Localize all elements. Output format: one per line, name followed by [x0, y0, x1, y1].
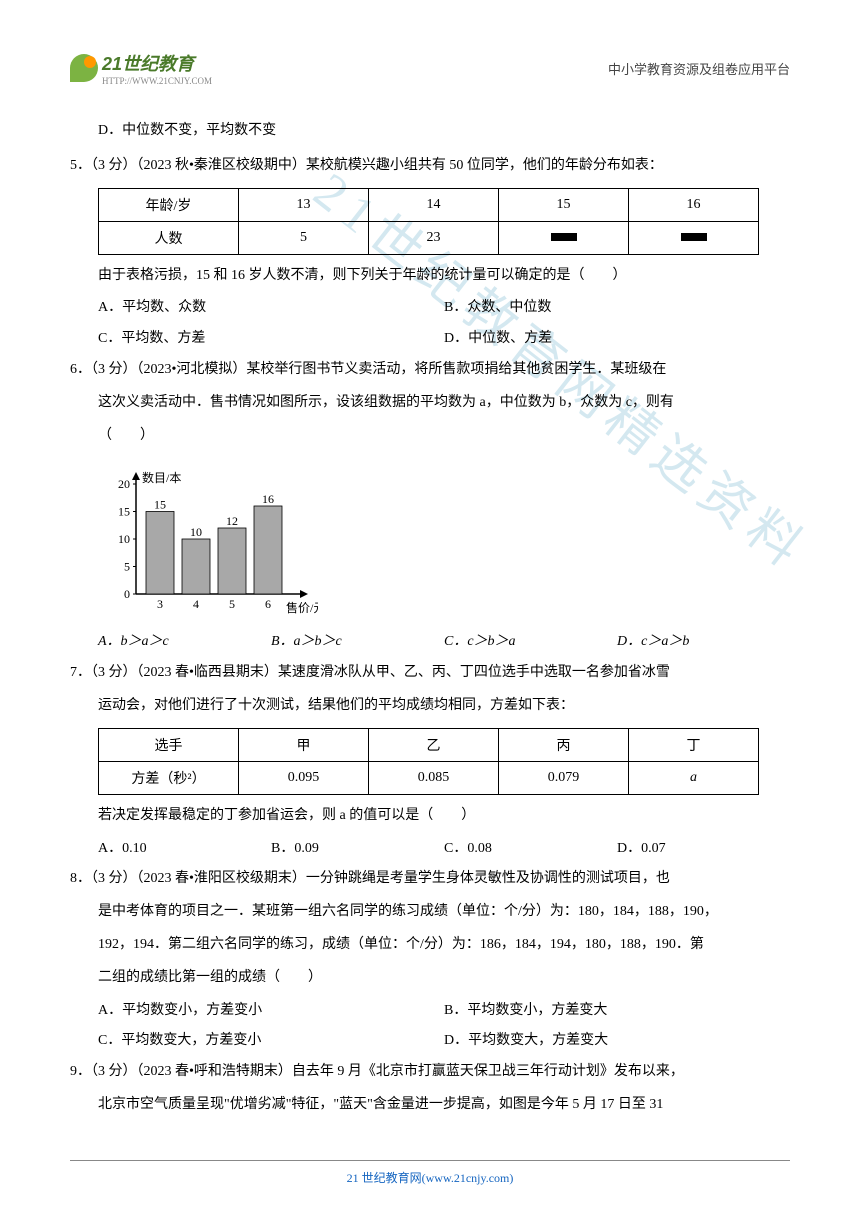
- q5-opt-a: A．平均数、众数: [98, 293, 444, 324]
- q8-line2: 是中考体育的项目之一．某班第一组六名同学的练习成绩（单位：个/分）为：180，1…: [70, 897, 790, 928]
- q7-opt-d: D．0.07: [617, 834, 790, 865]
- q4-option-d: D．中位数不变，平均数不变: [70, 116, 790, 147]
- svg-text:4: 4: [193, 597, 199, 611]
- page-footer: 21 世纪教育网(www.21cnjy.com): [70, 1160, 790, 1186]
- q8-opt-a: A．平均数变小，方差变小: [98, 996, 444, 1027]
- q9-text: 9．（3 分）（2023 春•呼和浩特期末）自去年 9 月《北京市打赢蓝天保卫战…: [70, 1057, 790, 1088]
- q7-opt-c: C．0.08: [444, 834, 617, 865]
- q7-text: 7．（3 分）（2023 春•临西县期末）某速度滑冰队从甲、乙、丙、丁四位选手中…: [70, 658, 790, 689]
- q5-table: 年龄/岁13141516人数523: [98, 188, 759, 255]
- logo-text: 21世纪教育: [102, 54, 194, 74]
- q8-text: 8．（3 分）（2023 春•淮阳区校级期末）一分钟跳绳是考量学生身体灵敏性及协…: [70, 864, 790, 895]
- svg-text:0: 0: [124, 587, 130, 601]
- q5-opt-d: D．中位数、方差: [444, 324, 790, 355]
- svg-text:售价/元: 售价/元: [286, 600, 318, 615]
- q7-line3: 若决定发挥最稳定的丁参加省运会，则 a 的值可以是（ ）: [70, 801, 790, 832]
- svg-text:5: 5: [229, 597, 235, 611]
- header-subtitle: 中小学教育资源及组卷应用平台: [608, 59, 790, 78]
- svg-text:16: 16: [262, 492, 274, 506]
- svg-text:5: 5: [124, 560, 130, 574]
- logo: 21世纪教育 HTTP://WWW.21CNJY.COM: [70, 50, 212, 86]
- q8-opt-b: B．平均数变小，方差变大: [444, 996, 790, 1027]
- svg-text:20: 20: [118, 477, 130, 491]
- svg-text:数目/本: 数目/本: [142, 470, 181, 485]
- q8-opt-c: C．平均数变大，方差变小: [98, 1026, 444, 1057]
- logo-icon: [70, 54, 98, 82]
- q6-line3: （ ）: [70, 421, 790, 452]
- q6-opt-d: D．c＞a＞b: [617, 627, 790, 658]
- q5-text: 5．（3 分）（2023 秋•秦淮区校级期中）某校航模兴趣小组共有 50 位同学…: [70, 151, 790, 182]
- page-header: 21世纪教育 HTTP://WWW.21CNJY.COM 中小学教育资源及组卷应…: [70, 50, 790, 86]
- q6-opt-a: A．b＞a＞c: [98, 627, 271, 658]
- q6-text: 6．（3 分）（2023•河北模拟）某校举行图书节义卖活动，将所售款项捐给其他贫…: [70, 355, 790, 386]
- q6-bar-chart: 0 5 10 15 20 数目/本售价/元 15 3 10 4 12 5 16 6: [98, 459, 318, 619]
- q5-line2: 由于表格污损，15 和 16 岁人数不清，则下列关于年龄的统计量可以确定的是（ …: [70, 261, 790, 292]
- svg-text:6: 6: [265, 597, 271, 611]
- q6-opt-b: B．a＞b＞c: [271, 627, 444, 658]
- svg-text:15: 15: [118, 505, 130, 519]
- svg-text:3: 3: [157, 597, 163, 611]
- q6-opt-c: C．c＞b＞a: [444, 627, 617, 658]
- svg-text:15: 15: [154, 498, 166, 512]
- q7-opt-a: A．0.10: [98, 834, 271, 865]
- svg-text:10: 10: [190, 525, 202, 539]
- svg-text:10: 10: [118, 532, 130, 546]
- q8-opt-d: D．平均数变大，方差变大: [444, 1026, 790, 1057]
- svg-text:12: 12: [226, 514, 238, 528]
- q7-line2: 运动会，对他们进行了十次测试，结果他们的平均成绩均相同，方差如下表：: [70, 691, 790, 722]
- q8-line3: 192，194．第二组六名同学的练习，成绩（单位：个/分）为：186，184，1…: [70, 930, 790, 961]
- q8-line4: 二组的成绩比第一组的成绩（ ）: [70, 963, 790, 994]
- q5-opt-b: B．众数、中位数: [444, 293, 790, 324]
- q7-table: 选手甲乙丙丁方差（秒²）0.0950.0850.079a: [98, 728, 759, 795]
- q6-line2: 这次义卖活动中．售书情况如图所示，设该组数据的平均数为 a，中位数为 b，众数为…: [70, 388, 790, 419]
- q9-line2: 北京市空气质量呈现"优增劣减"特征，"蓝天"含金量进一步提高，如图是今年 5 月…: [70, 1090, 790, 1121]
- logo-subtext: HTTP://WWW.21CNJY.COM: [102, 76, 212, 86]
- q5-opt-c: C．平均数、方差: [98, 324, 444, 355]
- q7-opt-b: B．0.09: [271, 834, 444, 865]
